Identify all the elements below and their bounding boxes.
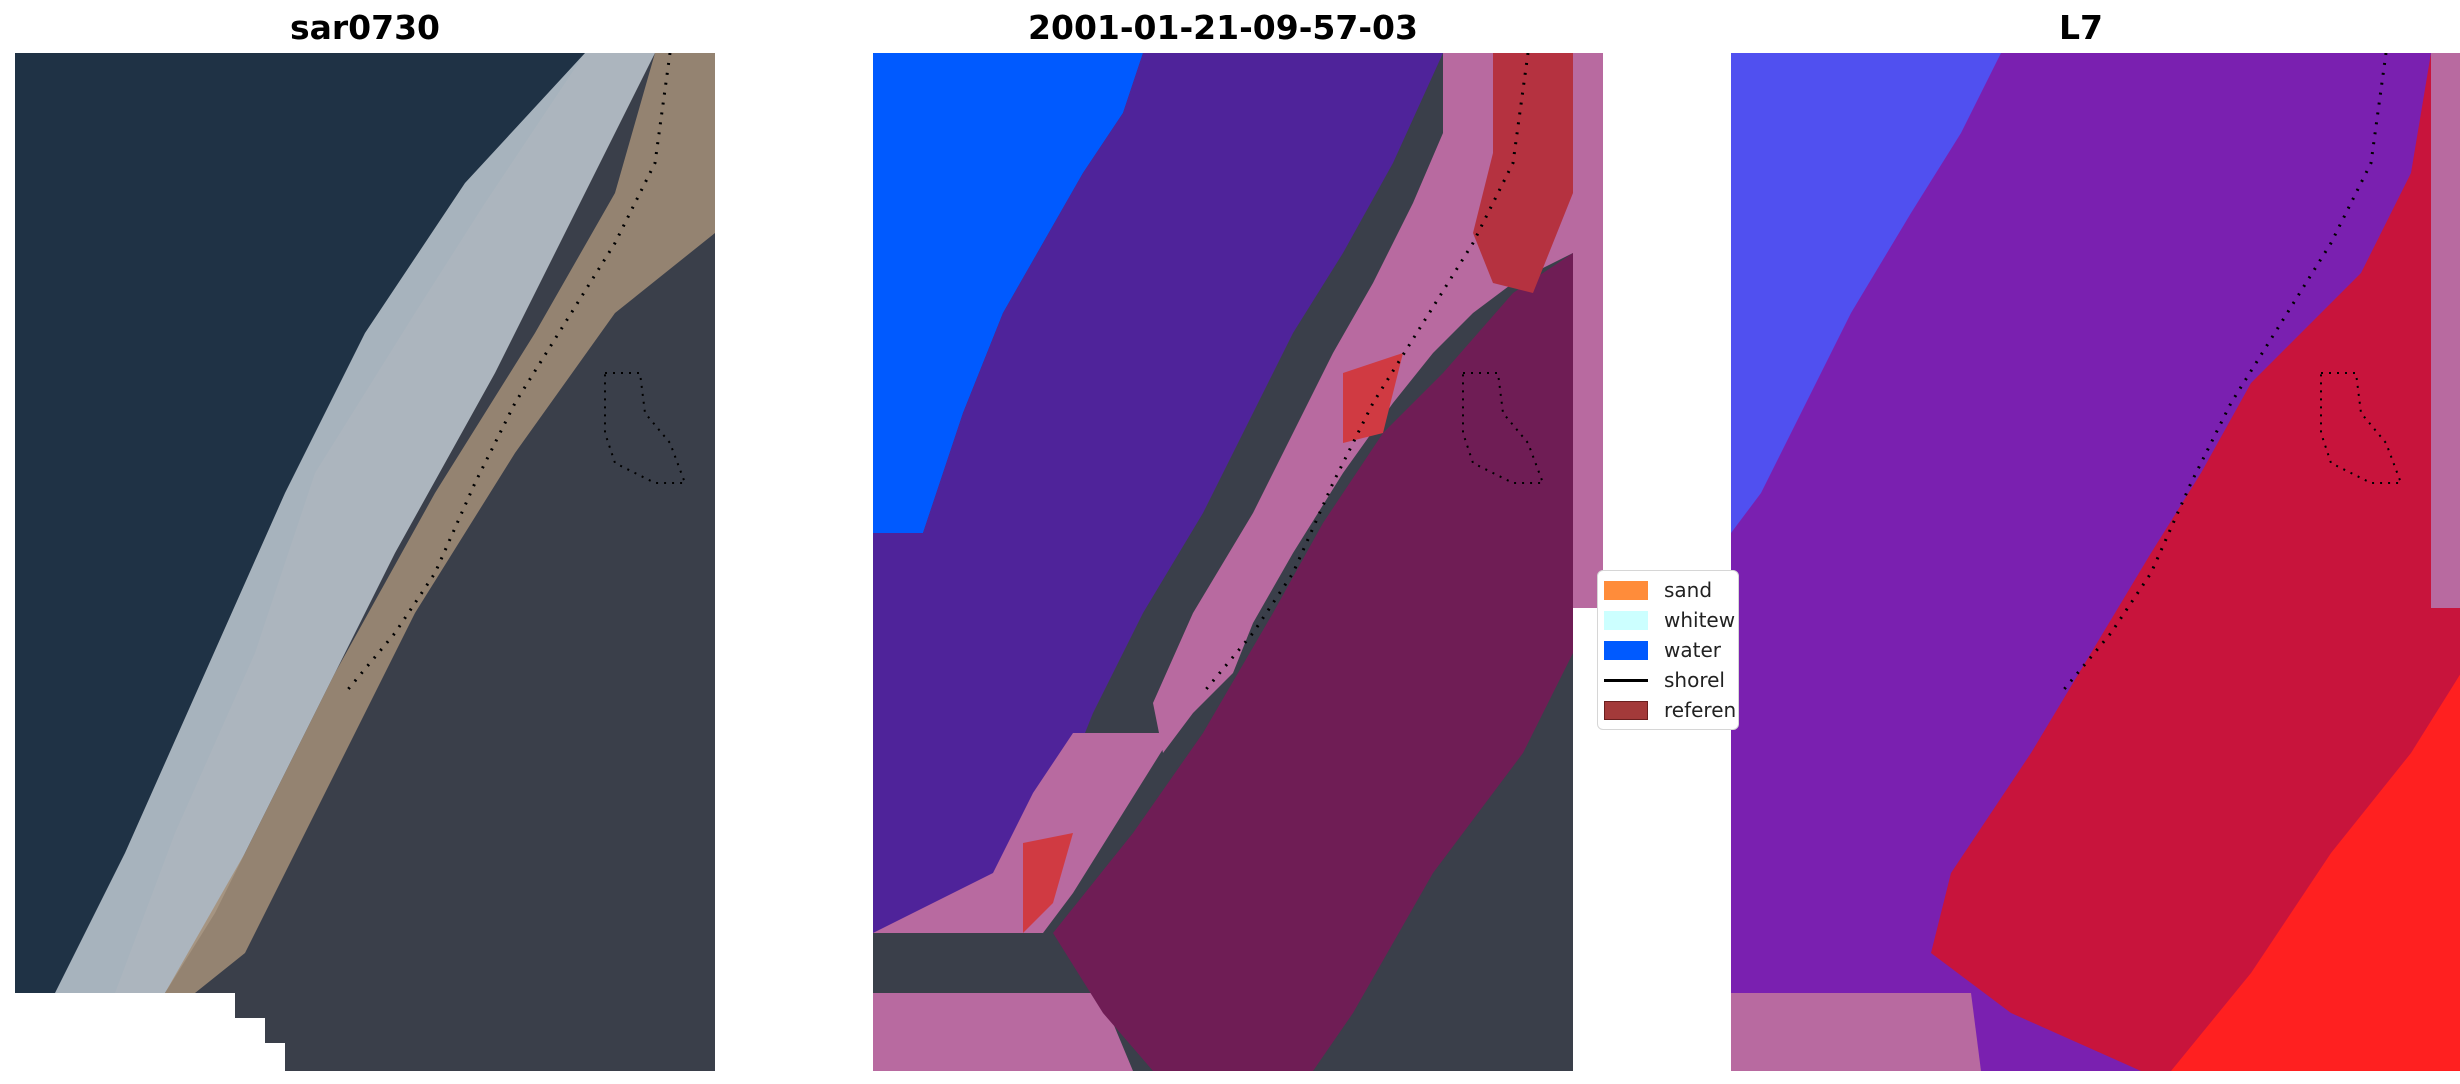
l7-red-band: [1931, 53, 2460, 1071]
legend-swatch-sand: [1604, 580, 1648, 600]
legend-label-whitewater: whitew: [1664, 608, 1736, 632]
legend-item-sand: sand: [1604, 578, 1713, 602]
rgb-image-panel: [15, 53, 715, 1071]
legend-label-shoreline: shorel: [1664, 668, 1725, 692]
class-red-2: [1343, 353, 1403, 443]
l7-bright-red: [2171, 674, 2460, 1071]
legend-swatch-shoreline: [1604, 678, 1648, 682]
legend-swatch-whitewater: [1604, 610, 1648, 630]
legend-item-water: water: [1604, 638, 1721, 662]
legend-label-water: water: [1664, 638, 1721, 662]
class-dark-band: [1053, 253, 1573, 1071]
shoreline-path: [343, 53, 672, 694]
legend-swatch-reference: [1604, 700, 1648, 720]
nodata-edge: [2431, 53, 2460, 608]
class-pink-left: [873, 733, 1173, 933]
class-red-3: [1023, 833, 1073, 933]
beach-band: [165, 53, 715, 993]
nodata-edge: [1573, 53, 1603, 608]
l7-pink-lower: [1731, 993, 1981, 1071]
whitewater-band: [55, 53, 655, 993]
class-water: [873, 53, 1143, 533]
legend: sand whitew water shorel referen: [1597, 570, 1739, 730]
shoreline-path: [1201, 53, 1530, 694]
legend-item-whitewater: whitew: [1604, 608, 1736, 632]
legend-label-sand: sand: [1664, 578, 1713, 602]
ocean-area: [15, 53, 585, 993]
class-red-1: [1473, 53, 1573, 293]
legend-item-shoreline: shorel: [1604, 668, 1725, 692]
class-pink-lower: [873, 993, 1133, 1071]
panel-title-date: 2001-01-21-09-57-03: [1028, 8, 1418, 47]
panel-title-sar0730: sar0730: [289, 8, 441, 47]
panel-title-l7: L7: [2059, 8, 2103, 47]
l7-image-panel: [1731, 53, 2460, 1071]
shoreline-path: [2059, 53, 2388, 694]
classification-panel: [873, 53, 1603, 1071]
class-sea: [873, 53, 1443, 933]
nodata-area: [15, 993, 285, 1071]
legend-item-reference: referen: [1604, 698, 1737, 722]
l7-blue-area: [1731, 53, 2001, 533]
legend-label-reference: referen: [1664, 698, 1737, 722]
legend-swatch-water: [1604, 640, 1648, 660]
